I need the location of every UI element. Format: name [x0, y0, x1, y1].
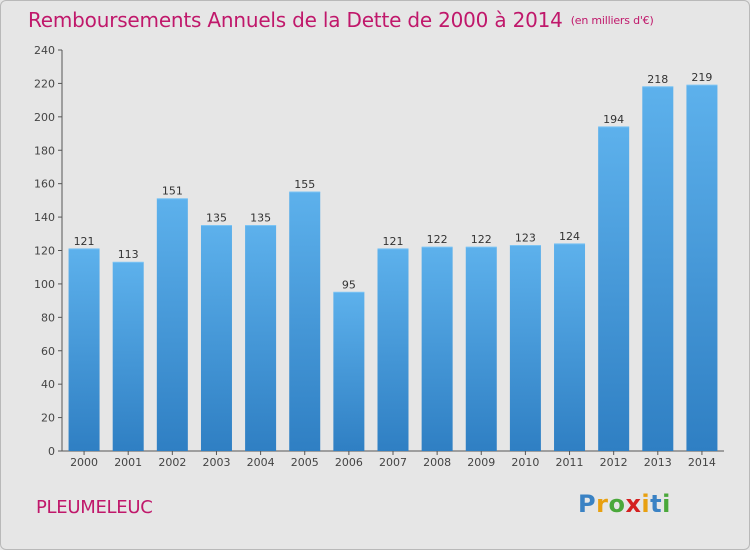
bar: [642, 86, 674, 451]
data-label: 219: [691, 71, 712, 84]
x-tick-label: 2007: [379, 456, 407, 469]
logo-letter: i: [641, 490, 651, 518]
logo-letter: i: [662, 490, 671, 518]
data-label: 124: [559, 230, 580, 243]
data-label: 218: [647, 73, 668, 86]
chart-title: Remboursements Annuels de la Dette de 20…: [28, 8, 654, 32]
y-tick-label: 100: [34, 278, 55, 291]
x-tick-label: 2008: [423, 456, 451, 469]
data-label: 121: [383, 235, 404, 248]
data-label: 122: [427, 233, 448, 246]
bar: [598, 126, 630, 451]
bar: [421, 247, 453, 451]
logo-letter: r: [596, 490, 609, 518]
data-label: 194: [603, 113, 624, 126]
x-tick-label: 2014: [688, 456, 716, 469]
bar: [68, 248, 100, 451]
y-tick-label: 120: [34, 245, 55, 258]
x-tick-label: 2010: [511, 456, 539, 469]
y-tick-label: 40: [41, 378, 55, 391]
data-label: 155: [294, 178, 315, 191]
data-label: 135: [250, 211, 271, 224]
y-tick-label: 180: [34, 144, 55, 157]
bar: [377, 248, 409, 451]
bar: [333, 292, 365, 451]
data-label: 113: [118, 248, 139, 261]
y-tick-label: 160: [34, 178, 55, 191]
bar: [289, 192, 321, 452]
x-tick-label: 2006: [335, 456, 363, 469]
x-tick-label: 2012: [600, 456, 628, 469]
y-tick-label: 0: [48, 445, 55, 458]
logo-letter: o: [608, 490, 626, 518]
data-label: 151: [162, 185, 183, 198]
bar: [156, 198, 188, 451]
proxiti-logo: Proxiti: [578, 490, 671, 518]
y-tick-label: 140: [34, 211, 55, 224]
data-label: 121: [74, 235, 95, 248]
commune-name: PLEUMELEUC: [36, 497, 153, 518]
x-tick-label: 2011: [556, 456, 584, 469]
y-tick-label: 200: [34, 111, 55, 124]
data-label: 135: [206, 211, 227, 224]
bars: 121 113 151 135 135 155 95 121 122 122 123 124 194 21…: [68, 71, 718, 452]
bar: [465, 247, 497, 451]
x-tick-label: 2003: [202, 456, 230, 469]
data-label: 123: [515, 231, 536, 244]
x-tick-label: 2005: [291, 456, 319, 469]
bar: [554, 243, 586, 451]
x-tick-label: 2004: [247, 456, 275, 469]
x-tick-label: 2001: [114, 456, 142, 469]
bar: [200, 225, 232, 451]
y-tick-label: 20: [41, 412, 55, 425]
y-tick-label: 240: [34, 44, 55, 57]
x-tick-label: 2002: [158, 456, 186, 469]
data-label: 122: [471, 233, 492, 246]
bar: [245, 225, 277, 451]
bar: [509, 245, 541, 451]
logo-letter: t: [650, 490, 663, 518]
logo-letter: P: [578, 490, 597, 518]
x-tick-label: 2009: [467, 456, 495, 469]
unit-label: (en milliers d'€): [570, 14, 654, 27]
title-text: Remboursements Annuels de la Dette de 20…: [28, 8, 563, 32]
bar: [686, 85, 718, 452]
data-label: 95: [342, 278, 356, 291]
x-tick-label: 2000: [70, 456, 98, 469]
bar: [112, 262, 144, 451]
y-tick-label: 60: [41, 345, 55, 358]
logo-letter: x: [625, 490, 642, 518]
y-tick-label: 80: [41, 311, 55, 324]
y-tick-label: 220: [34, 77, 55, 90]
x-tick-label: 2013: [644, 456, 672, 469]
